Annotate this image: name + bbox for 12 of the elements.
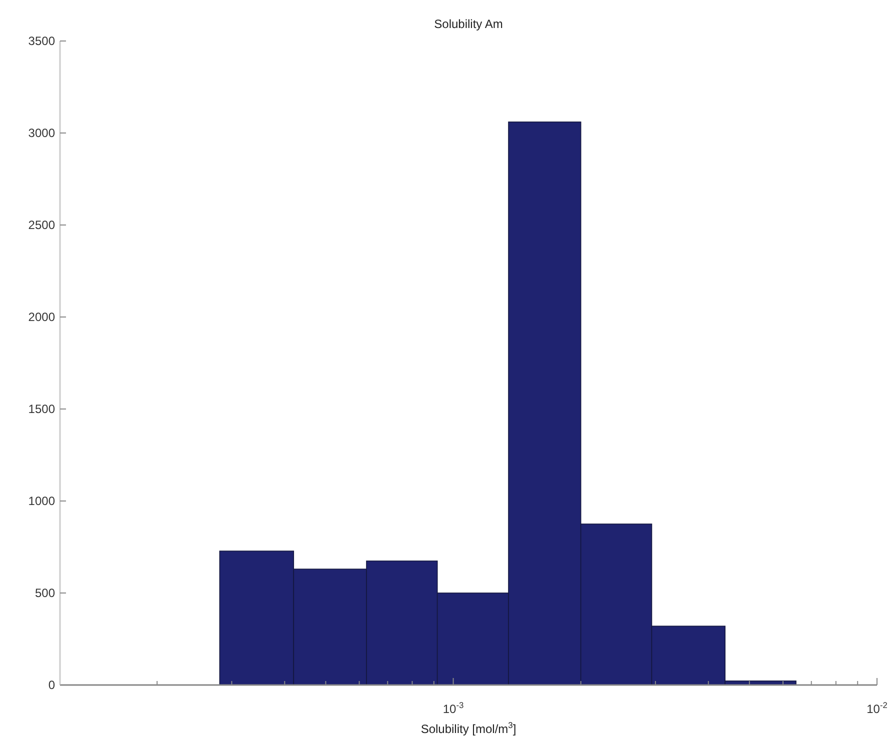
y-tick-label: 0 [48,678,56,692]
y-tick-label: 2500 [28,218,56,232]
x-tick-label: 10$^{-2}$ [866,700,888,716]
y-tick-label: 3000 [28,126,56,140]
y-tick-label: 500 [34,586,56,600]
x-axis-title: Solubility [mol/m$^{3}$] [420,720,516,736]
y-tick-label: 2000 [28,310,56,324]
chart-title: Solubility Am [434,17,503,31]
y-tick-label: 1500 [28,402,56,416]
y-tick-label: 3500 [28,34,56,48]
y-tick-label: 1000 [28,494,56,508]
x-tick-label: 10$^{-3}$ [442,700,464,716]
